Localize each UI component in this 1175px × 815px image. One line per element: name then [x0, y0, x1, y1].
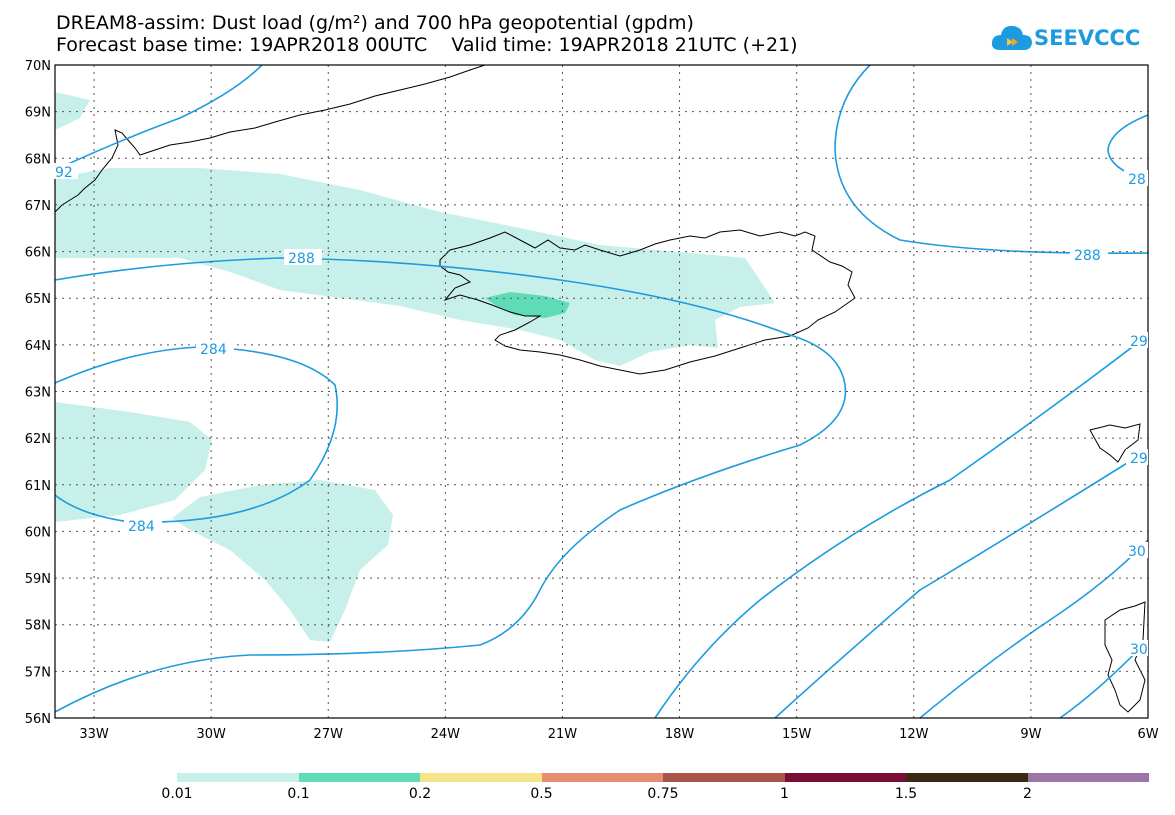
- colorbar-label: 0.01: [161, 786, 193, 802]
- colorbar-swatch: [663, 773, 785, 782]
- colorbar-label: 0.75: [647, 786, 679, 802]
- contour-29x-b: [774, 449, 1149, 719]
- lon-label: 27W: [314, 727, 344, 742]
- colorbar-label: 0.2: [408, 786, 432, 802]
- lat-label: 57N: [25, 665, 51, 680]
- lat-label: 59N: [25, 572, 51, 587]
- lon-label: 6W: [1137, 727, 1158, 742]
- lat-label: 65N: [25, 292, 51, 307]
- colorbar-swatch: [906, 773, 1028, 782]
- lat-label: 64N: [25, 339, 51, 354]
- lat-label: 70N: [25, 59, 51, 74]
- grid-lines: [55, 65, 1148, 718]
- colorbar-swatch: [541, 773, 663, 782]
- dust-area-dense: [485, 292, 570, 318]
- lon-label: 24W: [431, 727, 461, 742]
- colorbar-label: 0.1: [287, 786, 310, 802]
- colorbar-swatch: [420, 773, 542, 782]
- colorbar: [177, 773, 1149, 782]
- dust-area-southwest: [55, 402, 212, 522]
- lat-label: 66N: [25, 246, 51, 261]
- dust-area-iceland-band: [55, 168, 775, 366]
- lat-label: 60N: [25, 525, 51, 540]
- cloud-icon: [991, 25, 1032, 50]
- colorbar-swatch: [784, 773, 906, 782]
- colorbar-swatch: [1027, 773, 1149, 782]
- lon-label: 15W: [782, 727, 812, 742]
- lat-label: 63N: [25, 386, 51, 401]
- contour-label: 92: [55, 165, 73, 181]
- colorbar-label: 1: [780, 786, 789, 802]
- contour-29x-a: [654, 334, 1149, 719]
- contour-30x-a: [919, 539, 1149, 719]
- logo-text: SEEVCCC: [1034, 26, 1141, 50]
- contour-label: 284: [200, 342, 227, 358]
- contour-label: 288: [288, 251, 315, 267]
- lat-label: 69N: [25, 106, 51, 121]
- contour-label: 29: [1130, 334, 1148, 350]
- colorbar-label: 1.5: [894, 786, 918, 802]
- lon-label: 30W: [196, 727, 226, 742]
- map-frame: [54, 64, 1149, 719]
- contour-label: 288: [1074, 248, 1101, 264]
- lon-label: 33W: [79, 727, 109, 742]
- lat-label: 56N: [25, 712, 51, 727]
- contour-288-west: [54, 257, 847, 713]
- longitude-labels: 33W 30W 27W 24W 21W 18W 15W 12W 9W 6W: [79, 727, 1158, 742]
- contour-label: 29: [1130, 451, 1148, 467]
- lon-label: 12W: [899, 727, 929, 742]
- map-title: DREAM8-assim: Dust load (g/m²) and 700 h…: [56, 12, 694, 34]
- greenland-coast: [54, 64, 486, 213]
- lon-label: 18W: [665, 727, 695, 742]
- lat-label: 58N: [25, 619, 51, 634]
- lat-label: 67N: [25, 199, 51, 214]
- latitude-labels: 70N 69N 68N 67N 66N 65N 64N 63N 62N 61N 60N 59N 58N 5…: [25, 59, 51, 727]
- lat-label: 61N: [25, 479, 51, 494]
- contour-label: 284: [128, 519, 155, 535]
- faroe-coast: [1089, 423, 1141, 463]
- contour-292: [54, 64, 263, 171]
- lat-label: 62N: [25, 432, 51, 447]
- colorbar-label: 2: [1023, 786, 1032, 802]
- colorbar-label: 0.5: [530, 786, 553, 802]
- coastlines: [54, 64, 1146, 713]
- dust-area-south: [172, 480, 393, 642]
- iceland-coast: [439, 229, 856, 375]
- contour-label: 28: [1128, 172, 1146, 188]
- lat-label: 68N: [25, 152, 51, 167]
- contour-288-northeast: [834, 64, 1149, 255]
- dust-field: [55, 92, 775, 642]
- contour-label: 30: [1130, 642, 1148, 658]
- lon-label: 21W: [548, 727, 578, 742]
- lon-label: 9W: [1020, 727, 1041, 742]
- colorbar-swatch: [298, 773, 420, 782]
- contour-labels: 92 288 284 284 288 28 29 29 30 30: [52, 163, 1148, 658]
- seevccc-logo: SEEVCCC: [990, 18, 1165, 58]
- colorbar-swatch: [177, 773, 299, 782]
- contour-label: 30: [1128, 544, 1146, 560]
- map-subtitle: Forecast base time: 19APR2018 00UTC Vali…: [56, 34, 798, 56]
- scotland-coast: [1104, 601, 1146, 713]
- dust-area-northwest: [55, 92, 90, 130]
